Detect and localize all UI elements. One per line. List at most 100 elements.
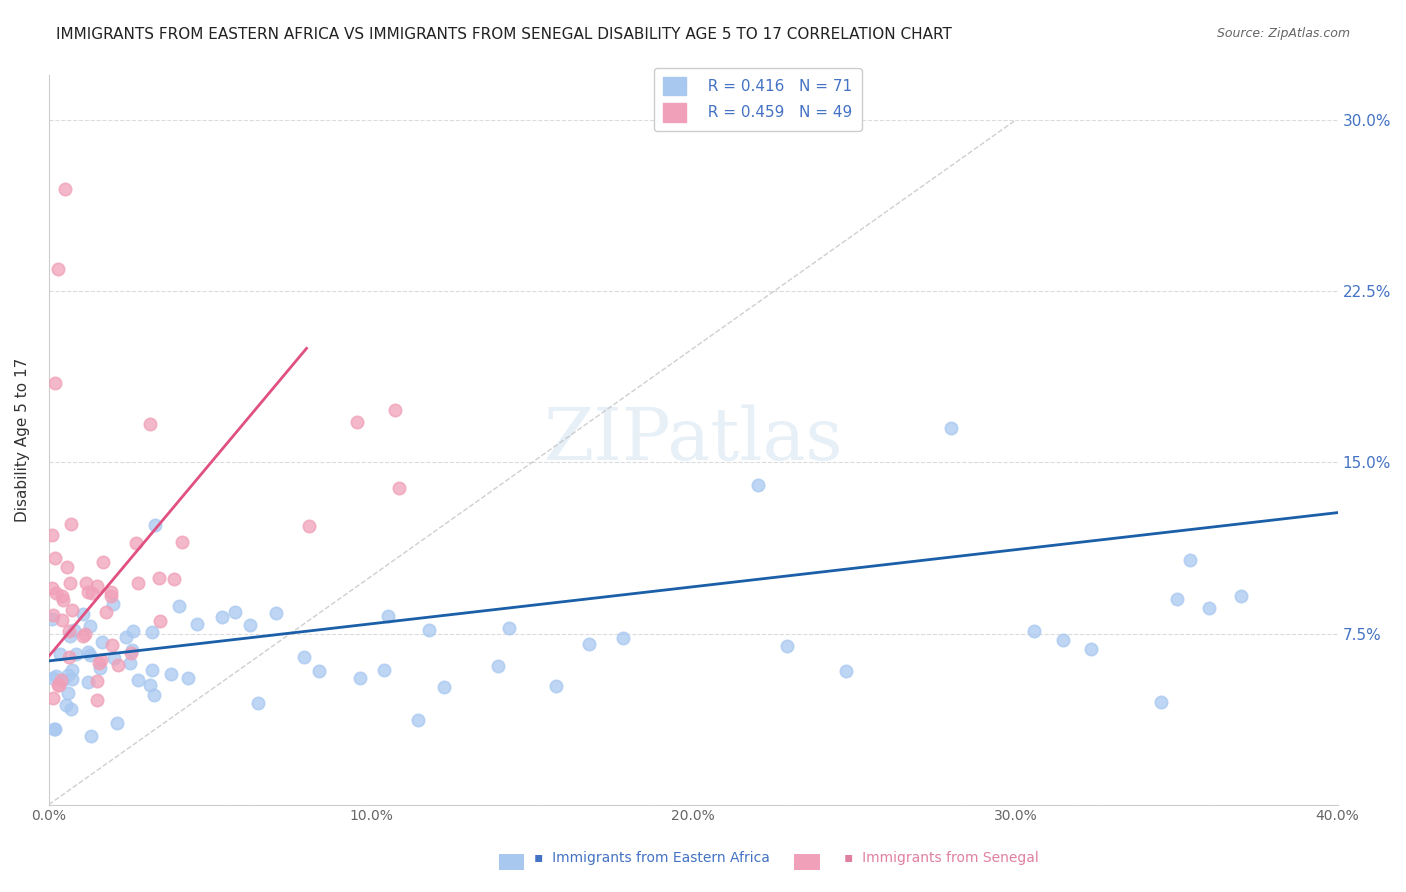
Point	[48, 678, 70, 692]
Point	[79, 619, 101, 633]
Point	[60, 672, 83, 686]
Point	[44, 376, 66, 390]
Point	[41, 527, 63, 541]
Point	[87, 656, 110, 670]
Point	[148, 571, 170, 585]
Point	[65, 648, 87, 662]
Point	[115, 630, 138, 644]
Point	[1022, 624, 1045, 638]
Point	[72, 607, 94, 621]
Point	[100, 638, 122, 652]
Point	[45, 669, 67, 683]
Point	[143, 689, 166, 703]
Point	[45, 586, 67, 600]
Point	[42, 690, 65, 705]
Point	[1198, 600, 1220, 615]
Point	[544, 679, 567, 693]
Point	[72, 629, 94, 643]
Point	[486, 658, 509, 673]
Point	[48, 261, 70, 276]
Point	[51, 613, 73, 627]
Point	[297, 519, 319, 533]
Point	[89, 661, 111, 675]
Point	[41, 581, 63, 595]
Point	[145, 517, 167, 532]
Point	[141, 664, 163, 678]
Point	[80, 729, 103, 743]
Text: IMMIGRANTS FROM EASTERN AFRICA VS IMMIGRANTS FROM SENEGAL DISABILITY AGE 5 TO 17: IMMIGRANTS FROM EASTERN AFRICA VS IMMIGR…	[56, 27, 952, 42]
Point	[939, 421, 962, 435]
Point	[1052, 633, 1074, 648]
Point	[77, 585, 100, 599]
Point	[1150, 695, 1173, 709]
Point	[186, 617, 208, 632]
Point	[44, 723, 66, 737]
Point	[80, 586, 103, 600]
Point	[224, 605, 246, 619]
Point	[100, 585, 122, 599]
Point	[373, 664, 395, 678]
Point	[51, 589, 73, 603]
Point	[433, 680, 456, 694]
Point	[75, 627, 97, 641]
Point	[100, 589, 122, 603]
Point	[59, 629, 82, 643]
Point	[58, 624, 80, 638]
Point	[51, 673, 73, 687]
Point	[418, 624, 440, 638]
Point	[127, 673, 149, 687]
Text: ZIPatlas: ZIPatlas	[543, 404, 844, 475]
Point	[776, 639, 799, 653]
Point	[1166, 592, 1188, 607]
Y-axis label: Disability Age 5 to 17: Disability Age 5 to 17	[15, 358, 30, 522]
Point	[49, 648, 72, 662]
Point	[56, 559, 79, 574]
Point	[44, 551, 66, 566]
Point	[55, 698, 77, 712]
Point	[149, 614, 172, 628]
Point	[747, 478, 769, 492]
Point	[75, 576, 97, 591]
Point	[41, 612, 63, 626]
Point	[41, 671, 63, 685]
Point	[1080, 641, 1102, 656]
Point	[612, 631, 634, 645]
Point	[163, 572, 186, 586]
Point	[90, 653, 112, 667]
Point	[76, 675, 98, 690]
Point	[498, 621, 520, 635]
Point	[79, 648, 101, 663]
Point	[139, 417, 162, 431]
Point	[1178, 552, 1201, 566]
Point	[58, 575, 80, 590]
Point	[58, 650, 80, 665]
Point	[346, 415, 368, 429]
Point	[42, 722, 65, 736]
Point	[172, 535, 194, 549]
Point	[239, 617, 262, 632]
Point	[160, 667, 183, 681]
Text: ▪  Immigrants from Eastern Africa: ▪ Immigrants from Eastern Africa	[534, 851, 770, 865]
Point	[246, 696, 269, 710]
Point	[292, 650, 315, 665]
Point	[121, 624, 143, 639]
Point	[56, 668, 79, 682]
Point	[176, 672, 198, 686]
Point	[42, 607, 65, 622]
Point	[127, 576, 149, 591]
Point	[121, 643, 143, 657]
Point	[90, 634, 112, 648]
Point	[167, 599, 190, 613]
Point	[103, 650, 125, 665]
Point	[107, 658, 129, 673]
Point	[349, 671, 371, 685]
Point	[63, 623, 86, 637]
Point	[107, 716, 129, 731]
Point	[141, 625, 163, 640]
Point	[53, 182, 76, 196]
Point	[388, 482, 411, 496]
Point	[101, 597, 124, 611]
Point	[76, 645, 98, 659]
Point	[94, 606, 117, 620]
Point	[139, 678, 162, 692]
